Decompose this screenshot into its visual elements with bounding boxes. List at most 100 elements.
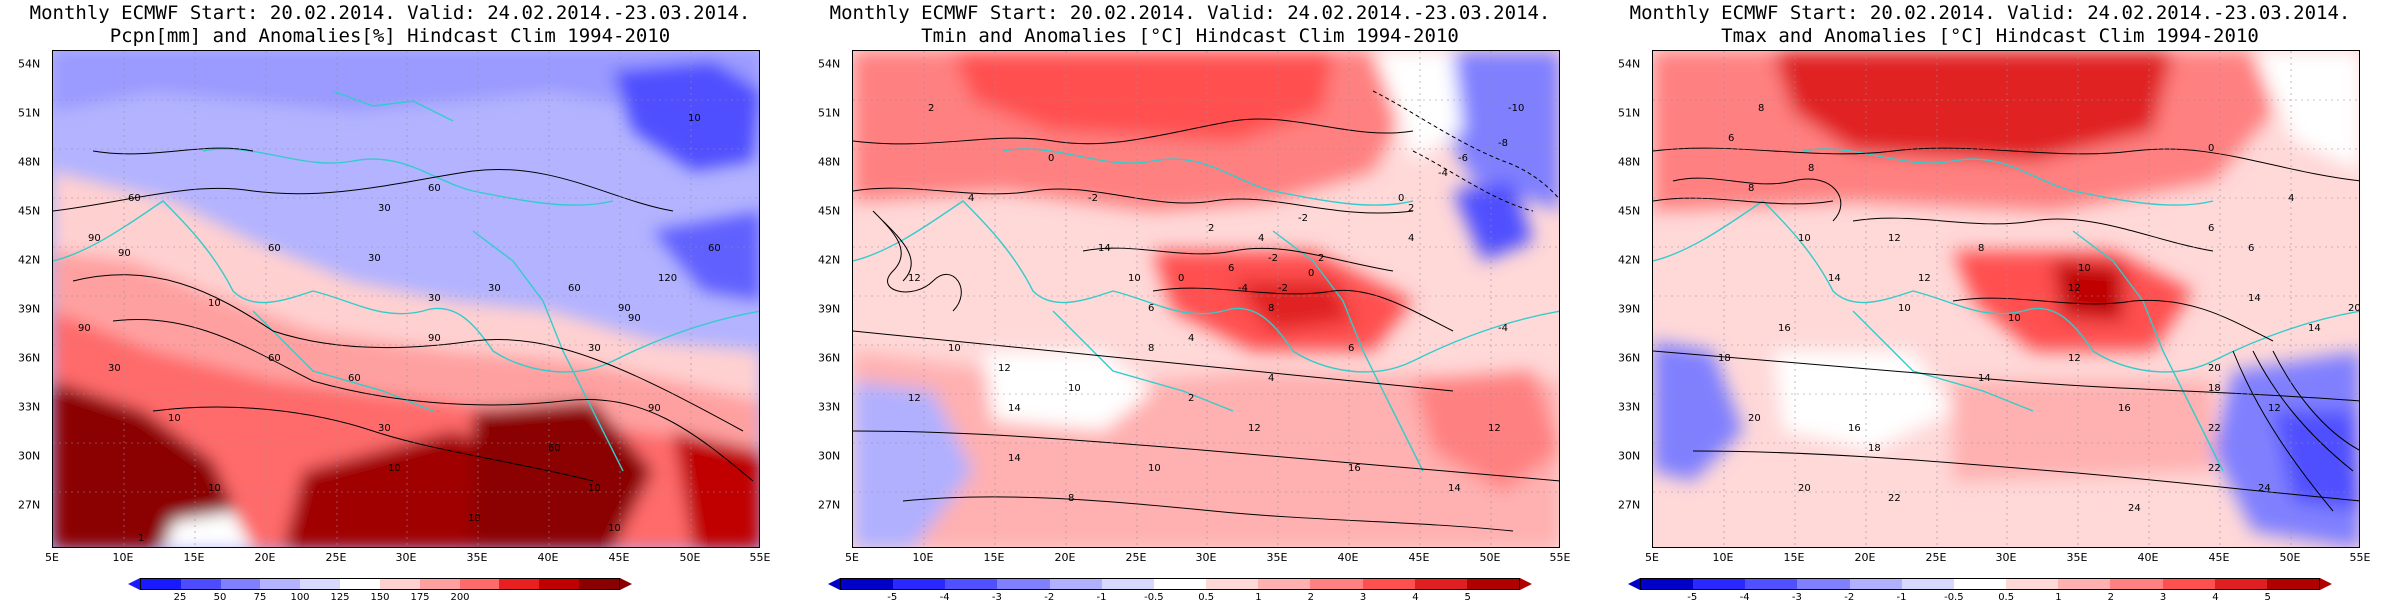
colorbar-tick-label: 175 [410, 592, 430, 603]
lat-tick-label: 54N [818, 57, 841, 71]
contour-label: 6 [1348, 343, 1354, 354]
colorbar-segment [2162, 579, 2215, 589]
contour-label: 90 [118, 248, 131, 259]
colorbar-tick-label: 0.5 [1198, 592, 1215, 603]
contour-label: 60 [128, 193, 141, 204]
panel-title: Monthly ECMWF Start: 20.02.2014. Valid: … [800, 2, 1580, 48]
colorbar-tick-label: 75 [253, 592, 267, 603]
colorbar-tick-label: -2 [1044, 592, 1055, 603]
contour-label: 90 [618, 303, 631, 314]
map-tmin[interactable]: 2 0 -2 -10 -8 -6 -4 2 -2 0 4 2 0 -2 4 6 -4 -2 0 2 8 4 12 10 12 14… [852, 50, 1560, 548]
colorbar-segment [180, 579, 221, 589]
colorbar-tick-label: -5 [887, 592, 898, 603]
lat-tick-label: 27N [818, 498, 841, 512]
contour-label: 10 [2008, 313, 2021, 324]
colorbar-tick-label: 3 [1359, 592, 1367, 603]
lon-tick-label: 20E [1054, 551, 1076, 564]
lon-tick-label: 10E [1712, 551, 1734, 564]
contour-label: 30 [378, 203, 391, 214]
contour-label: -2 [1298, 213, 1308, 224]
colorbar-segment [340, 579, 380, 589]
contour-label: 8 [1068, 493, 1074, 504]
lon-tick-label: 40E [1337, 551, 1359, 564]
colorbar-segment [2058, 579, 2111, 589]
colorbar-segment [419, 579, 460, 589]
contour-label: 10 [588, 483, 601, 494]
lon-tick-label: 30E [1995, 551, 2017, 564]
contour-label: -4 [1498, 323, 1508, 334]
colorbar-segment [1953, 579, 2007, 589]
colorbar-segment [893, 579, 946, 589]
contour-label: 14 [1448, 483, 1461, 494]
contour-label: 14 [1098, 243, 1111, 254]
lat-tick-label: 42N [818, 253, 841, 267]
lon-tick-label: 5E [1645, 551, 1659, 564]
contour-label: 24 [2258, 483, 2271, 494]
colorbar-tick-label: -3 [1791, 592, 1802, 603]
contour-label: 20 [1748, 413, 1761, 424]
colorbar-tick-label: 0.5 [1998, 592, 2015, 603]
colorbar-tick-label: -5 [1687, 592, 1698, 603]
colorbar-segment [539, 579, 580, 589]
colorbar-tick-label: -3 [991, 592, 1002, 603]
lon-tick-label: 50E [679, 551, 701, 564]
colorbar-high-arrow [2320, 578, 2332, 590]
map-tmax[interactable]: 8 6 0 4 6 10 8 8 12 10 14 12 8 16 10 14 12 18 16 20 14 12 22 16… [1652, 50, 2360, 548]
contour-label: 14 [1008, 403, 1021, 414]
contour-label: -2 [1088, 193, 1098, 204]
lon-tick-label: 50E [1479, 551, 1501, 564]
colorbar-segment [2006, 579, 2059, 589]
contour-label: 14 [1828, 273, 1841, 284]
colorbar-tick-label: 1 [1255, 592, 1262, 603]
precipitation-field: 10 60 90 30 60 30 90 60 30 10 60 90 30 90 60 90 30 60 120 9… [53, 51, 759, 547]
map-precipitation[interactable]: 10 60 90 30 60 30 90 60 30 10 60 90 30 90 60 90 30 60 120 9… [52, 50, 760, 548]
lon-tick-label: 35E [2066, 551, 2088, 564]
contour-label: 30 [428, 293, 441, 304]
contour-label: 6 [1228, 263, 1234, 274]
contour-label: 90 [428, 333, 441, 344]
title-line-2: Tmax and Anomalies [°C] Hindcast Clim 19… [1721, 25, 2259, 47]
contour-label: 22 [2208, 463, 2221, 474]
contour-label: -4 [1438, 168, 1448, 179]
lat-tick-label: 51N [1618, 106, 1641, 120]
contour-label: 12 [908, 273, 921, 284]
colorbar-tick-label: -1 [1896, 592, 1907, 603]
contour-label: 10 [948, 343, 961, 354]
lon-tick-label: 10E [912, 551, 934, 564]
colorbar-segment [1049, 579, 1102, 589]
colorbar-tick-label: 25 [173, 592, 187, 603]
colorbar-segment [1849, 579, 1902, 589]
colorbar-tick-label: 1 [2055, 592, 2062, 603]
contour-label: 60 [708, 243, 721, 254]
lon-tick-label: 15E [983, 551, 1005, 564]
colorbar-segment [1206, 579, 1259, 589]
tmax-field: 8 6 0 4 6 10 8 8 12 10 14 12 8 16 10 14 12 18 16 20 14 12 22 16… [1653, 51, 2360, 547]
contour-label: 12 [1918, 273, 1931, 284]
contour-label: 20 [2348, 303, 2360, 314]
colorbar-high-arrow [620, 578, 632, 590]
contour-label: 12 [1888, 233, 1901, 244]
contour-label: 18 [2208, 383, 2221, 394]
colorbar [140, 578, 620, 590]
colorbar-segment [260, 579, 301, 589]
contour-label: 12 [1488, 423, 1501, 434]
lat-tick-label: 30N [1618, 449, 1641, 463]
lon-tick-label: 35E [466, 551, 488, 564]
colorbar-segment [141, 579, 181, 589]
contour-label: 4 [968, 193, 974, 204]
contour-label: 14 [1008, 453, 1021, 464]
contour-label: 2 [1408, 203, 1414, 214]
contour-label: 10 [1148, 463, 1161, 474]
lat-tick-label: 36N [818, 351, 841, 365]
colorbar-tick-label: 4 [2212, 592, 2219, 603]
colorbar-tick-label: 5 [1464, 592, 1471, 603]
colorbar-high-arrow [1520, 578, 1532, 590]
lon-tick-label: 45E [608, 551, 630, 564]
colorbar-tick-label: 125 [330, 592, 350, 603]
colorbar-segment [300, 579, 341, 589]
lat-tick-label: 48N [18, 155, 41, 169]
contour-label: 10 [208, 483, 221, 494]
lon-tick-label: 15E [1783, 551, 1805, 564]
contour-label: 12 [2068, 353, 2081, 364]
colorbar-segment [1641, 579, 1694, 589]
